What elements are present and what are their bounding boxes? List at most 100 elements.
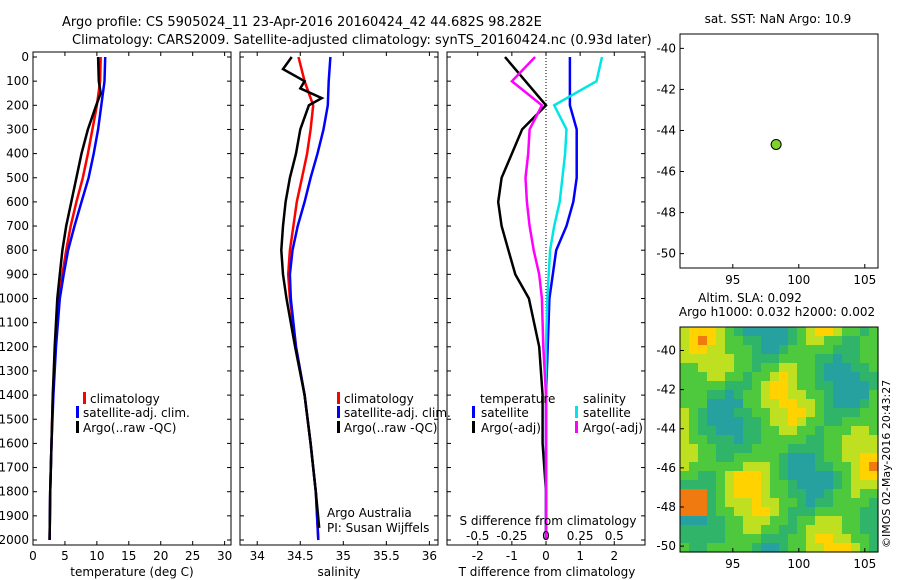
sla-cell [869, 426, 879, 436]
sla-cell [689, 516, 699, 526]
sla-cell [779, 435, 789, 445]
y-tick-label: -48 [656, 206, 676, 220]
sla-cell [842, 354, 852, 364]
sla-cell [716, 453, 726, 463]
y-tick-label: 1700 [0, 461, 29, 475]
sla-cell [680, 354, 690, 364]
sla-cell [734, 498, 744, 508]
sla-cell [851, 453, 861, 463]
sla-cell [851, 336, 861, 346]
sla-cell [824, 498, 834, 508]
sla-cell [797, 372, 807, 382]
sla-cell [842, 507, 852, 517]
sla-cell [815, 354, 825, 364]
sla-cell [707, 543, 717, 553]
sla-cell [869, 417, 879, 427]
sla-cell [761, 390, 771, 400]
sla-cell [752, 480, 762, 490]
sla-cell [806, 507, 816, 517]
y-tick-label: 1200 [0, 340, 29, 354]
sla-cell [788, 345, 798, 355]
sla-cell [743, 354, 753, 364]
sla-cell [752, 345, 762, 355]
x-tick-label: 105 [853, 273, 876, 287]
difference-legend: temperature satellite Argo(-adj) salinit… [472, 392, 643, 435]
sla-cell [869, 471, 879, 481]
sla-cell [860, 453, 870, 463]
sla-cell [851, 525, 861, 535]
sla-cell [860, 354, 870, 364]
legend-swatch-s-satellite [575, 406, 578, 418]
sla-cell [833, 426, 843, 436]
sla-cell [842, 444, 852, 454]
sla-cell [698, 462, 708, 472]
sla-cell [779, 390, 789, 400]
header-line1: Argo profile: CS 5905024_11 23-Apr-2016 … [62, 15, 542, 30]
sla-cell [869, 435, 879, 445]
sla-cell [680, 336, 690, 346]
y-tick-label: 100 [6, 74, 29, 88]
legend-label-t-argo: Argo(-adj) [481, 421, 541, 435]
sla-cell [788, 525, 798, 535]
sla-cell [815, 363, 825, 373]
sla-cell [851, 498, 861, 508]
sla-cell [779, 471, 789, 481]
temperature-legend: climatology satellite-adj. clim. Argo(..… [76, 392, 190, 435]
sla-cell [770, 462, 780, 472]
sla-cell [725, 363, 735, 373]
sla-cell [698, 480, 708, 490]
temperature-axes-frame [32, 51, 232, 546]
sla-cell [680, 417, 690, 427]
sla-cell [698, 516, 708, 526]
sla-cell [806, 345, 816, 355]
x-tick-label: 0 [29, 549, 37, 563]
sla-cell [743, 381, 753, 391]
sla-cell [752, 417, 762, 427]
sla-cell [752, 354, 762, 364]
sla-cell [797, 507, 807, 517]
sla-cell [725, 408, 735, 418]
sla-cell [716, 363, 726, 373]
x-tick-label: 20 [153, 549, 168, 563]
sla-cell [707, 372, 717, 382]
sla-cell [860, 426, 870, 436]
sla-cell [779, 372, 789, 382]
sla-cell [824, 462, 834, 472]
sla-cell [869, 345, 879, 355]
sla-cell [779, 516, 789, 526]
sla-cell [761, 525, 771, 535]
sla-cell [869, 390, 879, 400]
sla-cell [698, 327, 708, 337]
sla-cell [806, 399, 816, 409]
sla-cell [869, 462, 879, 472]
sla-cell [860, 381, 870, 391]
sla-cell [734, 507, 744, 517]
sla-cell [815, 345, 825, 355]
sla-cell [770, 453, 780, 463]
sla-cell [815, 336, 825, 346]
legend-label-argo: Argo(..raw -QC) [344, 421, 437, 435]
sla-cell [797, 345, 807, 355]
sla-cell [788, 354, 798, 364]
sla-cell [788, 516, 798, 526]
sla-cell [689, 363, 699, 373]
sla-cell [680, 507, 690, 517]
sla-cell [797, 435, 807, 445]
sla-cell [833, 534, 843, 544]
sla-cell [788, 480, 798, 490]
sla-cell [770, 372, 780, 382]
sla-cell [842, 426, 852, 436]
series-line-temperature-satellite [544, 57, 578, 540]
sla-cell [707, 336, 717, 346]
y-tick-label: 500 [6, 171, 29, 185]
legend-swatch-climatology [337, 392, 340, 404]
sla-cell [797, 444, 807, 454]
sla-cell [815, 453, 825, 463]
sla-cell [743, 390, 753, 400]
sla-cell [770, 471, 780, 481]
sla-cell [815, 399, 825, 409]
sla-cell [833, 390, 843, 400]
sla-cell [860, 471, 870, 481]
sla-cell [752, 543, 762, 553]
sla-cell [761, 354, 771, 364]
